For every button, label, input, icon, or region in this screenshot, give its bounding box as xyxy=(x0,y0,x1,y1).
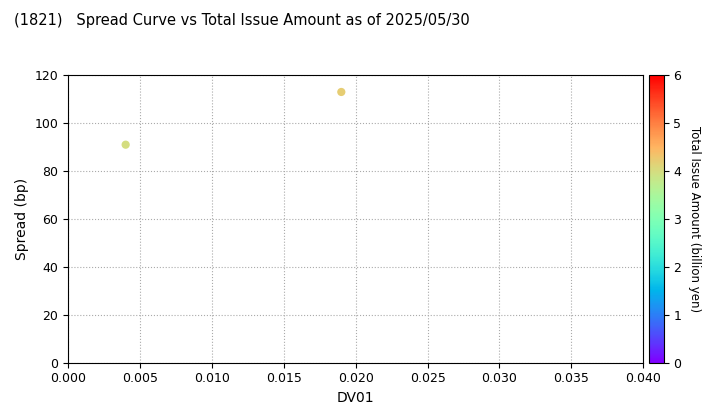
Point xyxy=(336,89,347,95)
Point xyxy=(120,141,132,148)
Y-axis label: Spread (bp): Spread (bp) xyxy=(15,178,29,260)
Y-axis label: Total Issue Amount (billion yen): Total Issue Amount (billion yen) xyxy=(688,126,701,312)
X-axis label: DV01: DV01 xyxy=(337,391,374,405)
Text: (1821)   Spread Curve vs Total Issue Amount as of 2025/05/30: (1821) Spread Curve vs Total Issue Amoun… xyxy=(14,13,470,28)
